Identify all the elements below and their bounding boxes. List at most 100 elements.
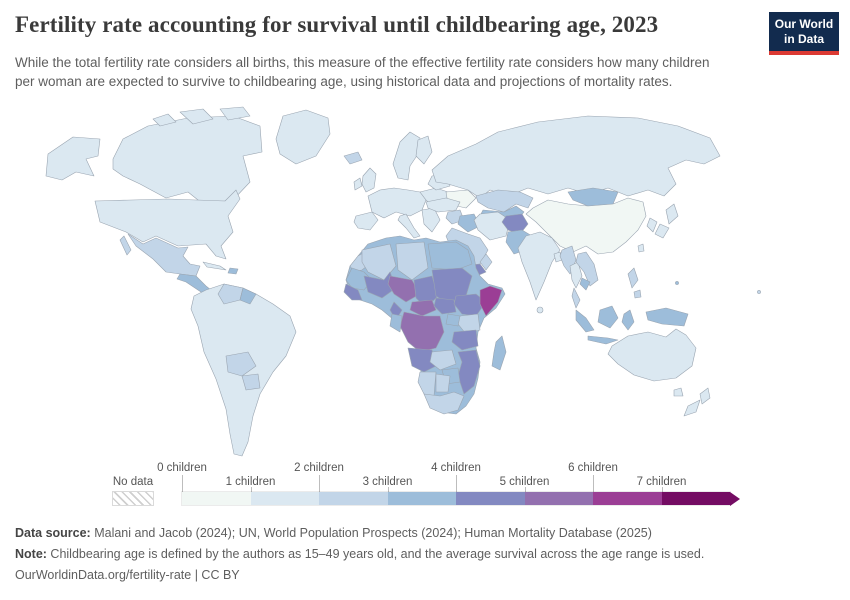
legend-segment[interactable] bbox=[661, 492, 730, 505]
owid-logo[interactable]: Our World in Data bbox=[769, 12, 839, 55]
citation-link[interactable]: OurWorldinData.org/fertility-rate bbox=[15, 568, 192, 582]
region-western-europe[interactable] bbox=[367, 187, 427, 219]
legend-tick bbox=[387, 487, 389, 492]
region-sumatra[interactable] bbox=[575, 309, 595, 333]
region-philippines[interactable] bbox=[627, 267, 639, 289]
region-united-states[interactable] bbox=[94, 189, 241, 260]
region-finland[interactable] bbox=[415, 135, 433, 165]
data-source-text: Malani and Jacob (2024); UN, World Popul… bbox=[90, 526, 652, 540]
region-arctic-islands[interactable] bbox=[152, 113, 177, 127]
region-niger[interactable] bbox=[387, 275, 421, 303]
legend-segment[interactable] bbox=[524, 492, 593, 505]
owid-logo-line1: Our World bbox=[774, 17, 834, 31]
region-new-zealand[interactable] bbox=[699, 387, 711, 405]
legend-tick bbox=[524, 487, 526, 492]
region-vietnam-laos[interactable] bbox=[575, 251, 599, 287]
region-philippines[interactable] bbox=[633, 289, 642, 299]
region-uganda[interactable] bbox=[445, 313, 461, 327]
legend-tick bbox=[319, 475, 320, 492]
region-mozambique[interactable] bbox=[457, 349, 481, 395]
footer-note-line: Note: Childbearing age is defined by the… bbox=[15, 544, 835, 565]
region-japan[interactable] bbox=[654, 223, 670, 239]
data-source-label: Data source: bbox=[15, 526, 91, 540]
region-senegal-guinea[interactable] bbox=[343, 283, 363, 301]
region-japan[interactable] bbox=[665, 203, 679, 225]
region-ireland[interactable] bbox=[353, 177, 363, 191]
region-venezuela[interactable] bbox=[217, 283, 244, 305]
region-botswana[interactable] bbox=[435, 373, 451, 393]
region-korea[interactable] bbox=[646, 217, 658, 233]
region-canada[interactable] bbox=[112, 115, 263, 205]
legend-tick-label: 1 children bbox=[225, 476, 276, 488]
region-namibia[interactable] bbox=[417, 371, 437, 397]
chart-footer: Data source: Malani and Jacob (2024); UN… bbox=[15, 523, 835, 586]
region-libya[interactable] bbox=[395, 241, 429, 281]
legend-no-data-swatch[interactable] bbox=[112, 491, 154, 506]
region-new-guinea[interactable] bbox=[645, 307, 689, 327]
region-russia[interactable] bbox=[431, 115, 721, 199]
owid-logo-line2: in Data bbox=[783, 32, 824, 46]
region-india[interactable] bbox=[517, 231, 561, 301]
region-central-african-republic[interactable] bbox=[409, 299, 437, 317]
region-new-zealand[interactable] bbox=[683, 399, 701, 417]
region-iraq[interactable] bbox=[457, 213, 481, 233]
region-pacific-islands[interactable] bbox=[757, 290, 761, 294]
legend-segment[interactable] bbox=[182, 492, 251, 505]
region-united-kingdom[interactable] bbox=[361, 167, 377, 193]
region-tasmania[interactable] bbox=[673, 387, 684, 397]
region-australia[interactable] bbox=[607, 328, 697, 382]
region-china[interactable] bbox=[525, 197, 647, 255]
region-paraguay[interactable] bbox=[241, 373, 261, 391]
region-pacific-islands[interactable] bbox=[675, 281, 679, 285]
legend-tick bbox=[593, 475, 594, 492]
region-arctic-islands[interactable] bbox=[179, 108, 214, 125]
legend-tick bbox=[250, 487, 252, 492]
legend-segment[interactable] bbox=[250, 492, 319, 505]
region-tanzania[interactable] bbox=[451, 329, 479, 351]
legend-arrow bbox=[730, 491, 740, 506]
chart-subtitle: While the total fertility rate considers… bbox=[15, 55, 710, 90]
region-taiwan[interactable] bbox=[637, 243, 645, 253]
region-iran[interactable] bbox=[473, 211, 511, 241]
region-turkey[interactable] bbox=[425, 197, 461, 213]
region-greenland[interactable] bbox=[275, 109, 331, 165]
region-mongolia[interactable] bbox=[567, 187, 619, 207]
region-java[interactable] bbox=[587, 335, 619, 345]
legend-tick bbox=[456, 475, 457, 492]
region-south-africa[interactable] bbox=[423, 391, 465, 415]
region-sri-lanka[interactable] bbox=[536, 306, 544, 314]
region-zambia[interactable] bbox=[429, 349, 457, 371]
region-hispaniola[interactable] bbox=[227, 267, 239, 275]
region-sulawesi[interactable] bbox=[621, 309, 635, 331]
region-iberia[interactable] bbox=[353, 211, 379, 231]
legend-segment[interactable] bbox=[319, 492, 388, 505]
region-mexico[interactable] bbox=[127, 233, 201, 277]
legend-bar bbox=[181, 491, 731, 506]
region-guyana[interactable] bbox=[239, 287, 257, 305]
region-somalia[interactable] bbox=[479, 285, 503, 317]
region-egypt[interactable] bbox=[427, 241, 473, 271]
legend-segment[interactable] bbox=[593, 492, 662, 505]
legend-segment[interactable] bbox=[456, 492, 525, 505]
region-congo-gabon[interactable] bbox=[389, 313, 403, 333]
owid-logo-accent-bar bbox=[769, 51, 839, 55]
region-angola[interactable] bbox=[407, 347, 437, 373]
legend-segment[interactable] bbox=[387, 492, 456, 505]
region-italy[interactable] bbox=[397, 213, 421, 239]
region-madagascar[interactable] bbox=[491, 335, 507, 371]
region-kazakhstan[interactable] bbox=[475, 189, 534, 213]
region-south-sudan[interactable] bbox=[433, 297, 457, 315]
region-borneo[interactable] bbox=[597, 305, 619, 329]
region-malay-peninsula[interactable] bbox=[571, 287, 581, 309]
footer-citation-line: OurWorldinData.org/fertility-rate | CC B… bbox=[15, 565, 835, 586]
region-oman[interactable] bbox=[479, 253, 493, 271]
region-cuba[interactable] bbox=[202, 261, 227, 271]
region-arctic-islands[interactable] bbox=[219, 106, 251, 121]
region-cambodia[interactable] bbox=[579, 277, 591, 291]
region-dr-congo[interactable] bbox=[399, 311, 445, 353]
region-alaska[interactable] bbox=[45, 136, 101, 181]
region-baja-california[interactable] bbox=[119, 235, 132, 256]
region-bolivia[interactable] bbox=[225, 351, 257, 377]
note-label: Note: bbox=[15, 547, 47, 561]
region-iceland[interactable] bbox=[343, 151, 363, 165]
